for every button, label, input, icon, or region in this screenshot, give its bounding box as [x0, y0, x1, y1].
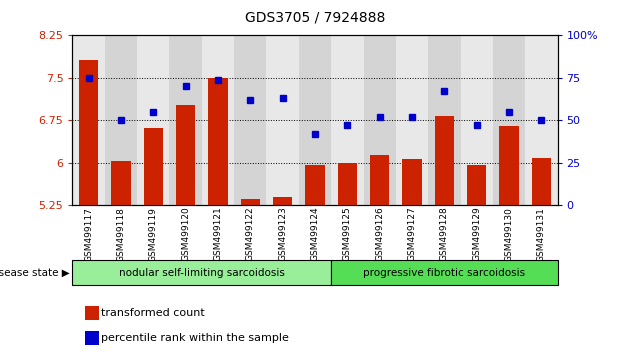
Bar	[331, 260, 558, 285]
Bar	[266, 35, 299, 205]
Bar	[370, 155, 389, 205]
Text: progressive fibrotic sarcoidosis: progressive fibrotic sarcoidosis	[364, 268, 525, 278]
Bar	[273, 197, 292, 205]
Bar	[72, 35, 105, 205]
Bar	[500, 126, 518, 205]
Bar	[435, 116, 454, 205]
Text: percentile rank within the sample: percentile rank within the sample	[101, 333, 289, 343]
Bar	[202, 35, 234, 205]
Bar	[234, 35, 266, 205]
Bar	[331, 35, 364, 205]
Text: disease state ▶: disease state ▶	[0, 268, 69, 278]
Bar	[299, 35, 331, 205]
Bar	[112, 161, 130, 205]
Bar	[532, 158, 551, 205]
Bar	[169, 35, 202, 205]
Bar	[306, 165, 324, 205]
Bar	[493, 35, 525, 205]
Bar	[467, 165, 486, 205]
Bar	[176, 105, 195, 205]
Bar	[338, 163, 357, 205]
Text: transformed count: transformed count	[101, 308, 205, 318]
Text: GDS3705 / 7924888: GDS3705 / 7924888	[245, 11, 385, 25]
Bar	[209, 78, 227, 205]
Text: nodular self-limiting sarcoidosis: nodular self-limiting sarcoidosis	[119, 268, 285, 278]
Bar	[72, 260, 331, 285]
Bar	[403, 159, 421, 205]
Bar	[525, 35, 558, 205]
Bar	[144, 128, 163, 205]
Bar	[105, 35, 137, 205]
Bar	[396, 35, 428, 205]
Bar	[137, 35, 169, 205]
Bar	[241, 199, 260, 205]
Bar	[461, 35, 493, 205]
Bar	[428, 35, 461, 205]
Bar	[364, 35, 396, 205]
Bar	[79, 60, 98, 205]
